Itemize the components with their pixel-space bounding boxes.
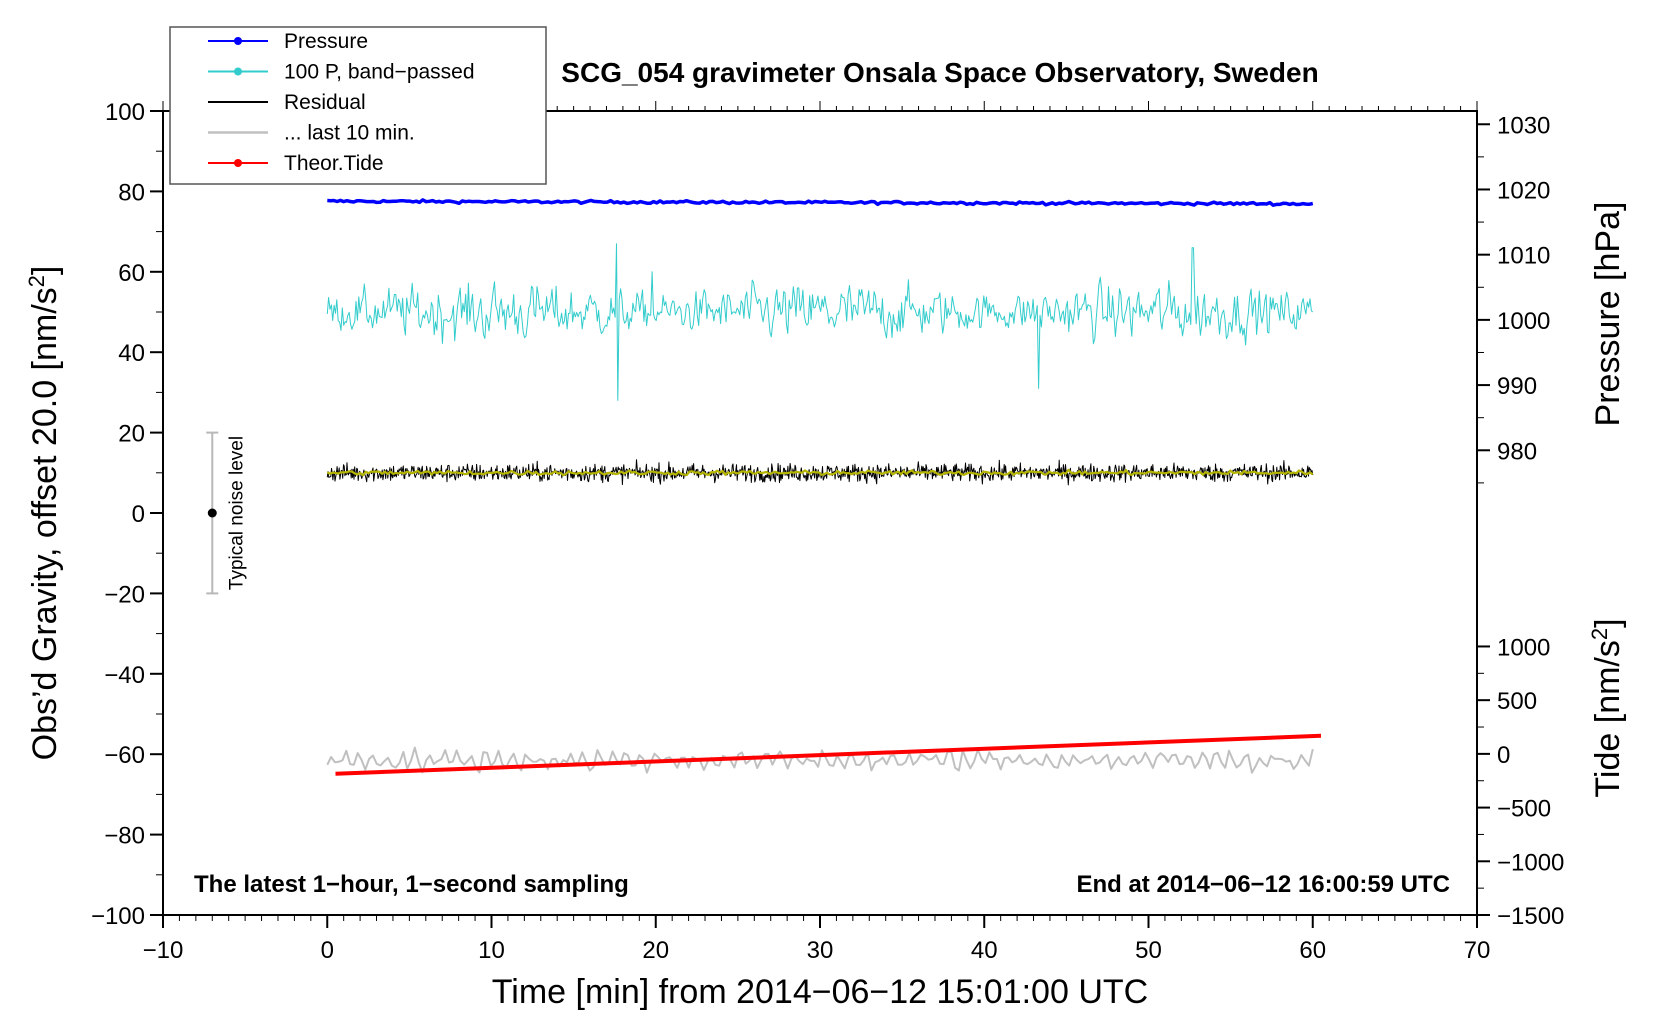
pressure-tick-label: 1000 [1497, 308, 1550, 335]
ticks-layer: −10 0 10 20 30 40 50 60 70−100−80−60−40−20020406… [91, 99, 1564, 964]
y-tick-label: −40 [104, 662, 145, 689]
legend: Pressure 100 P, band−passed Residual ... la… [169, 26, 547, 185]
chart-title: SCG_054 gravimeter Onsala Space Observat… [561, 57, 1318, 88]
x-axis-title: Time [min] from 2014−06−12 15:01:00 UTC [492, 973, 1148, 1011]
legend-label: Pressure [284, 30, 368, 53]
x-tick-label: 10 [478, 937, 505, 964]
x-tick-label: 60 [1299, 937, 1326, 964]
legend-marker [234, 67, 242, 76]
pressure-tick-label: 990 [1497, 373, 1537, 400]
tide-tick-label: 0 [1497, 742, 1510, 769]
legend-label: ... last 10 min. [284, 122, 415, 145]
tide-tick-label: −1500 [1497, 903, 1564, 930]
y-tick-label: 0 [132, 501, 145, 528]
x-tick-label: 70 [1464, 937, 1491, 964]
pressure-tick-label: 1020 [1497, 177, 1550, 204]
series-layer [326, 198, 1322, 776]
end-time-note: End at 2014−06−12 16:00:59 UTC [1076, 871, 1450, 898]
legend-label: Theor.Tide [284, 152, 384, 175]
y-tick-label: 60 [118, 260, 145, 287]
pressure-axis-title: Pressure [hPa] [1589, 202, 1627, 427]
tide-axis-title: Tide [nm/s2] [1587, 618, 1627, 797]
series-line [326, 468, 1314, 477]
series-line [326, 746, 1314, 774]
y-tick-label: 40 [118, 340, 145, 367]
tide-tick-label: 1000 [1497, 634, 1550, 661]
x-tick-label: 0 [321, 937, 334, 964]
series-line [335, 733, 1322, 776]
series-line [326, 243, 1314, 401]
x-tick-label: 50 [1135, 937, 1162, 964]
x-tick-label: 40 [971, 937, 998, 964]
pressure-tick-label: 1010 [1497, 243, 1550, 270]
pressure-tick-label: 1030 [1497, 112, 1550, 139]
legend-label: Residual [284, 91, 366, 114]
y-tick-label: −20 [104, 581, 145, 608]
tide-tick-label: 500 [1497, 688, 1537, 715]
sampling-note: The latest 1−hour, 1−second sampling [194, 871, 629, 898]
y-tick-label: 80 [118, 179, 145, 206]
tide-tick-label: −1000 [1497, 849, 1564, 876]
legend-marker [234, 37, 242, 45]
series-line [327, 198, 1314, 207]
noise-bar-label: Typical noise level [226, 436, 247, 590]
noise-bar-center-dot [207, 508, 217, 518]
y-tick-label: 100 [105, 99, 145, 126]
y-tick-label: −80 [104, 823, 145, 850]
y-tick-label: 20 [118, 421, 145, 448]
noise-level-bar: Typical noise level [206, 431, 247, 595]
legend-label: 100 P, band−passed [284, 61, 475, 84]
x-tick-label: −10 [143, 937, 184, 964]
y-tick-label: −100 [91, 903, 145, 930]
y-tick-label: −60 [104, 742, 145, 769]
tide-tick-label: −500 [1497, 796, 1551, 823]
pressure-tick-label: 980 [1497, 438, 1537, 465]
y-axis-title: Obs’d Gravity, offset 20.0 [nm/s2] [24, 266, 64, 761]
x-tick-label: 20 [642, 937, 669, 964]
legend-box [169, 26, 547, 185]
x-tick-label: 30 [807, 937, 834, 964]
legend-marker [234, 159, 242, 167]
